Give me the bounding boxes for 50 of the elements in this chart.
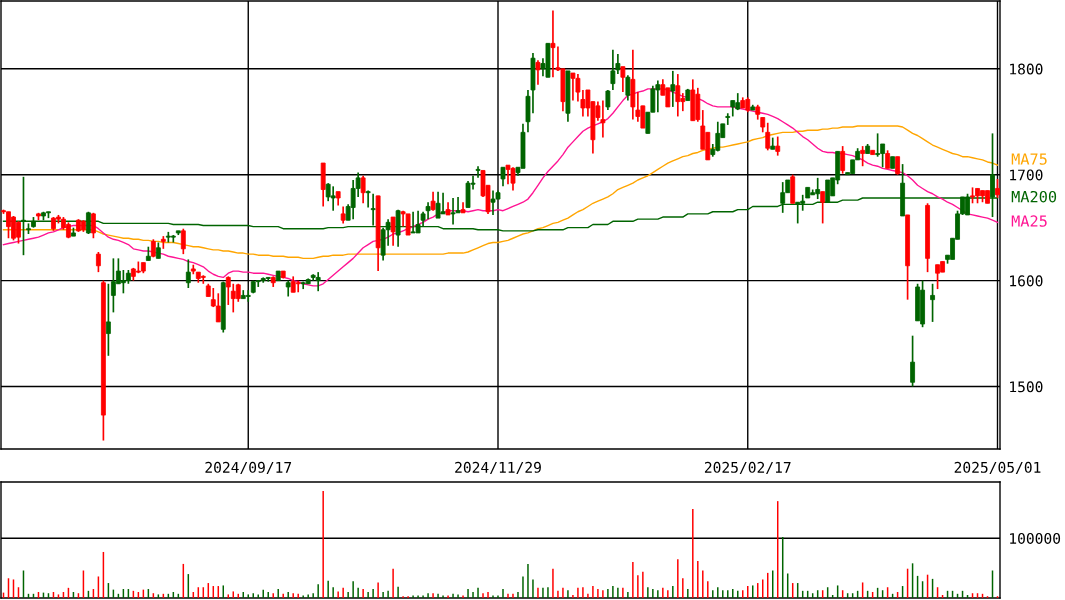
candlestick: [435, 190, 441, 219]
candlestick: [360, 174, 366, 205]
candlestick: [105, 282, 111, 357]
candlestick: [910, 334, 916, 388]
series-label: MA25: [1011, 215, 1047, 227]
candlestick: [620, 65, 626, 93]
candlestick: [840, 145, 846, 175]
candlestick: [475, 165, 481, 179]
x-tick-label: 2025/02/17: [704, 461, 791, 475]
candlestick: [245, 289, 251, 303]
candlestick: [670, 70, 676, 108]
x-tick-label: 2024/09/17: [205, 461, 292, 475]
candlestick: [725, 112, 731, 126]
candlestick: [895, 155, 901, 176]
y-tick-label: 1600: [1010, 275, 1043, 287]
candlestick: [875, 132, 881, 158]
candlestick: [330, 185, 336, 212]
candlestick: [775, 135, 781, 157]
candlestick: [675, 73, 681, 118]
candlestick: [185, 258, 191, 289]
candlestick: [625, 74, 631, 102]
candlestick: [295, 279, 301, 294]
candlestick: [390, 216, 396, 247]
candlestick: [365, 189, 371, 209]
series-label: MA75: [1011, 153, 1047, 165]
candlestick: [90, 211, 96, 240]
candlestick: [180, 227, 186, 255]
candlestick: [930, 282, 935, 323]
candlestick: [995, 178, 1000, 199]
y-tick-label: 1800: [1010, 63, 1043, 75]
candlestick: [95, 251, 101, 273]
series-label: MA200: [1011, 190, 1057, 203]
candlestick: [315, 271, 321, 293]
candlestick: [885, 149, 891, 170]
candlestick: [765, 121, 771, 152]
candlestick: [200, 274, 206, 285]
candlestick: [500, 166, 506, 188]
candlestick: [215, 292, 221, 323]
candlestick: [860, 145, 866, 168]
candlestick: [820, 190, 826, 225]
y-tick-label: 100000: [1010, 532, 1061, 544]
candlestick: [535, 59, 541, 86]
candlestick: [450, 197, 456, 226]
x-tick-label: 2025/05/01: [954, 461, 1041, 475]
y-tick-label: 1700: [1010, 169, 1043, 181]
x-tick-label: 2024/11/29: [455, 461, 541, 475]
line-series: [2, 125, 999, 260]
y-tick-label: 1500: [1010, 381, 1043, 393]
candlestick: [795, 201, 801, 225]
candlestick: [430, 190, 436, 212]
